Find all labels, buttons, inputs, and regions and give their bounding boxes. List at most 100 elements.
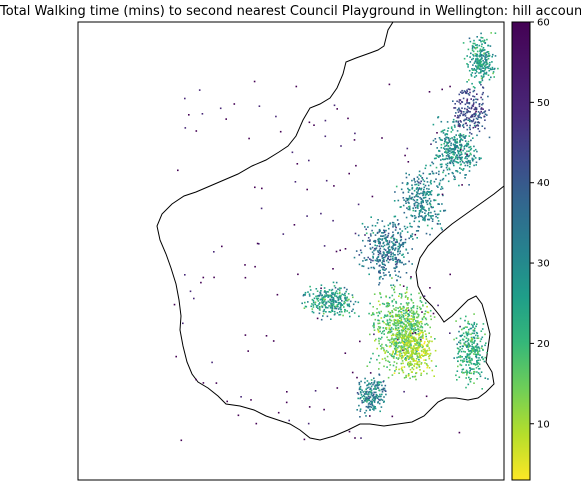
data-point (445, 151, 447, 154)
data-point (370, 391, 372, 394)
data-point (398, 345, 400, 347)
data-point (332, 301, 335, 304)
data-point (419, 205, 422, 207)
data-point (414, 327, 416, 329)
data-point (388, 324, 390, 327)
data-point (467, 102, 470, 104)
data-point (461, 368, 464, 371)
data-point (464, 371, 467, 373)
data-point (307, 422, 310, 425)
data-point (188, 114, 190, 116)
data-point (387, 376, 390, 379)
data-point (481, 67, 484, 69)
data-point (459, 160, 462, 163)
data-point (488, 78, 491, 81)
data-point (456, 140, 458, 143)
data-point (367, 239, 369, 242)
data-point (395, 340, 397, 343)
data-point (398, 372, 400, 374)
data-point (456, 161, 459, 164)
data-point (472, 120, 474, 122)
data-point (474, 60, 476, 63)
data-point (389, 312, 391, 315)
data-point (385, 274, 387, 276)
data-point (320, 290, 322, 292)
data-point (470, 133, 473, 135)
data-point (321, 301, 323, 303)
data-point (472, 159, 474, 162)
data-point (476, 360, 478, 362)
data-point (467, 93, 470, 95)
data-point (463, 335, 466, 338)
data-point (405, 336, 408, 339)
data-point (384, 269, 386, 271)
data-point (400, 297, 403, 299)
data-point (285, 401, 288, 404)
data-point (373, 326, 375, 329)
data-point (398, 293, 401, 295)
data-point (429, 315, 432, 317)
data-point (382, 241, 385, 244)
data-point (379, 269, 381, 272)
data-point (407, 307, 409, 309)
data-point (467, 320, 470, 323)
data-point (407, 313, 410, 315)
data-point (394, 338, 397, 340)
data-point (474, 53, 477, 55)
data-point (363, 399, 366, 402)
data-point (381, 384, 383, 387)
data-point (476, 350, 479, 352)
data-point (440, 146, 443, 149)
data-point (374, 399, 376, 401)
data-point (446, 148, 449, 150)
data-point (470, 147, 473, 150)
data-point (415, 183, 418, 186)
data-point (424, 167, 427, 170)
data-point (476, 44, 478, 46)
data-point (470, 107, 473, 109)
data-point (461, 139, 464, 141)
data-point (475, 161, 478, 164)
data-point (418, 202, 420, 205)
data-point (323, 287, 326, 289)
data-point (444, 151, 446, 153)
data-point (353, 256, 356, 259)
data-point (406, 309, 408, 312)
data-point (303, 438, 306, 441)
data-point (415, 340, 417, 343)
data-point (419, 339, 422, 342)
data-point (386, 243, 388, 246)
data-point (182, 322, 184, 325)
data-point (399, 346, 402, 349)
data-point (363, 393, 366, 395)
data-point (459, 325, 461, 328)
data-point (323, 298, 325, 300)
data-point (454, 160, 456, 163)
data-point (443, 129, 446, 131)
data-point (473, 313, 475, 315)
data-point (389, 324, 391, 327)
data-point (472, 158, 475, 161)
data-point (456, 130, 459, 132)
data-point (481, 65, 483, 68)
data-point (380, 348, 383, 350)
data-point (442, 147, 445, 149)
data-point (393, 343, 395, 345)
data-point (462, 149, 464, 152)
data-point (395, 302, 398, 304)
data-point (358, 315, 360, 318)
data-point (413, 330, 415, 333)
data-point (335, 281, 338, 284)
data-point (328, 295, 330, 297)
data-point (405, 312, 407, 314)
data-point (407, 337, 410, 340)
data-point (442, 177, 445, 180)
data-point (423, 351, 425, 353)
data-point (464, 174, 466, 176)
data-point (471, 82, 473, 85)
data-point (451, 161, 454, 164)
data-point (467, 155, 470, 158)
data-point (404, 263, 407, 265)
data-point (388, 259, 391, 261)
data-point (473, 124, 476, 127)
